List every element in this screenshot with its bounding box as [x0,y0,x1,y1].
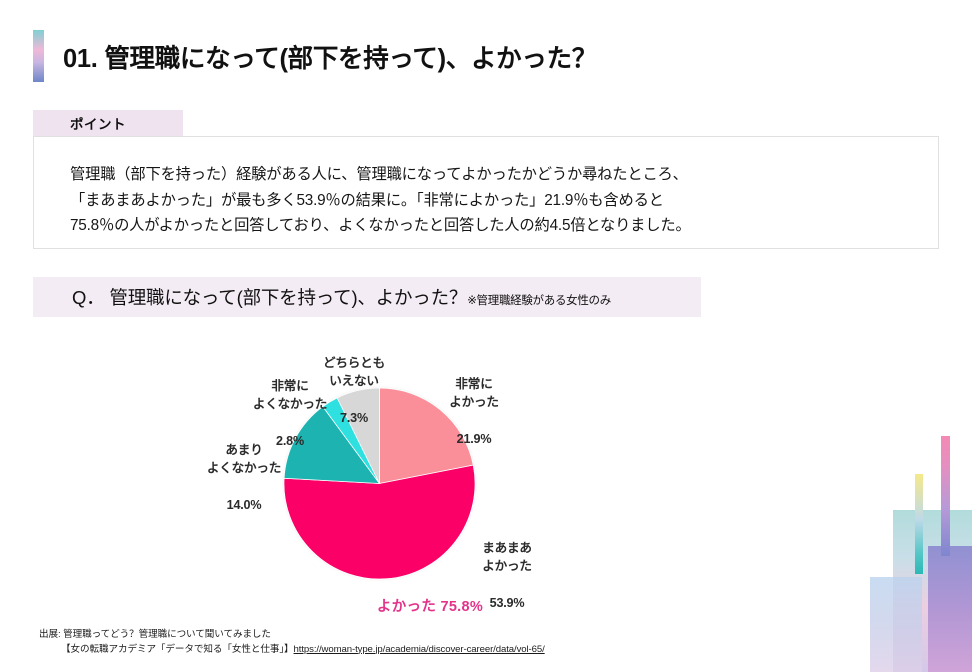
source-line-2-prefix: 【女の転職アカデミア「データで知る「女性と仕事」】 [61,643,294,655]
pie-label-neither: どちらとも いえない 7.3% [308,335,400,428]
chart-annotation: よかった 75.8% [376,599,484,615]
pie-label-not-much-good-name: あまり よくなかった [206,442,282,476]
pie-label-very-good: 非常に よかった 21.9% [428,356,520,449]
pie-slice [283,464,476,580]
question-text: Q． 管理職になって(部下を持って)、よかった？※管理職経験がある女性のみ [72,284,611,310]
decorative-bar-yellow [915,474,923,574]
pie-label-very-good-value: 21.9% [456,432,492,446]
source-line-2: 【女の転職アカデミア「データで知る「女性と仕事」】https://woman-t… [61,643,545,658]
decorative-bar-pink [941,436,950,556]
pie-label-somewhat-good: まあまあ よかった 53.9% [458,520,556,613]
question-note: ※管理職経験がある女性のみ [467,295,611,307]
point-tab-label: ポイント [70,117,126,132]
pie-slice [283,406,381,484]
page-title: 01. 管理職になって(部下を持って)、よかった？ [63,44,597,73]
pie-label-very-good-name: 非常に よかった [449,376,499,410]
decorative-block-teal [893,510,972,672]
pie-chart: 非常に よかった 21.9% まあまあ よかった 53.9% あまり よくなかっ… [140,330,700,630]
decorative-block-blue [870,577,922,672]
pie-label-very-bad: 非常に よくなかった 2.8% [234,358,346,451]
pie-label-neither-name: どちらとも いえない [323,355,385,389]
pie-graphic [283,387,476,580]
decorative-block-purple [928,546,972,672]
question-band: Q． 管理職になって(部下を持って)、よかった？※管理職経験がある女性のみ [33,277,701,317]
point-body-text: 管理職（部下を持った）経験がある人に、管理職になってよかったかどうか尋ねたところ… [70,166,691,234]
pie-label-not-much-good: あまり よくなかった 14.0% [188,422,300,515]
pie-label-somewhat-good-name: まあまあ よかった [482,540,532,574]
question-label: Q． 管理職になって(部下を持って)、よかった？ [72,287,468,308]
pie-label-very-bad-name: 非常に よくなかった [252,378,328,412]
point-box [33,136,939,249]
source-url[interactable]: https://woman-type.jp/academia/discover-… [293,643,545,655]
pie-label-somewhat-good-value: 53.9% [489,596,525,610]
page-header: 01. 管理職になって(部下を持って)、よかった？ [33,30,597,82]
pie-label-neither-value: 7.3% [340,411,368,425]
header-accent-bar [33,30,44,82]
pie-slice [336,387,380,484]
source-line-1: 出展: 管理職ってどう？管理職について聞いてみました [39,629,271,640]
point-tab: ポイント [33,110,183,136]
pie-label-not-much-good-value: 14.0% [226,498,262,512]
pie-svg [283,387,476,580]
source-footer: 出展: 管理職ってどう？管理職について聞いてみました 【女の転職アカデミア「デー… [39,628,545,657]
pie-label-very-bad-value: 2.8% [276,434,304,448]
pie-slice [379,387,474,484]
